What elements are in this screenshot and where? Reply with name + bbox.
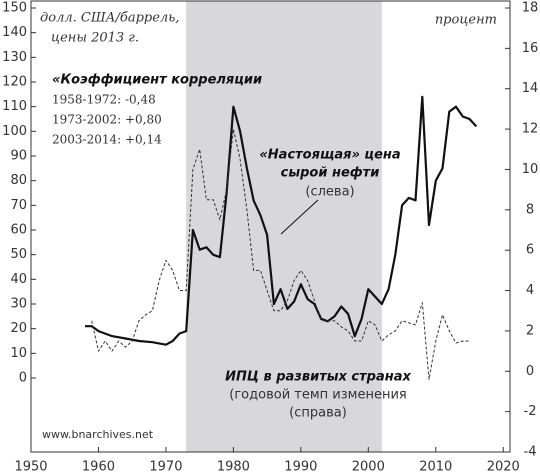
annotation: (справа) <box>289 406 347 421</box>
y2-tick-label: -4 <box>524 445 537 460</box>
oil-line <box>85 95 478 346</box>
annotation: «Настоящая» цена <box>259 148 400 163</box>
y-tick-label: 80 <box>10 173 27 188</box>
y-tick-label: 0 <box>19 371 27 386</box>
y2-tick-label: 14 <box>522 81 539 96</box>
x-tick-label: 1970 <box>149 460 182 475</box>
y2-tick-label: 8 <box>526 202 534 217</box>
x-tick-label: 1950 <box>14 460 47 475</box>
x-tick-label: 1990 <box>284 460 317 475</box>
y-tick-label: 150 <box>2 1 27 16</box>
y-tick-label: 90 <box>10 149 27 164</box>
annotation-title: «Коэффициент корреляции <box>52 73 262 88</box>
y-tick-label: 100 <box>2 124 27 139</box>
plot-frame <box>30 0 511 453</box>
background <box>30 0 511 453</box>
y-tick-label: 130 <box>2 50 27 65</box>
right-axis-label: процент <box>435 13 497 28</box>
annotation: сырой нефти <box>281 166 380 181</box>
annotation: 2003-2014: +0,14 <box>52 133 162 147</box>
y-tick-label: 110 <box>2 99 27 114</box>
y-tick-label: 40 <box>10 272 27 287</box>
x-tick-label: 2010 <box>419 460 452 475</box>
shaded-period <box>186 1 382 452</box>
y-tick-label: 140 <box>2 25 27 40</box>
y2-tick-label: 12 <box>522 122 539 137</box>
y2-tick-label: 2 <box>526 323 534 338</box>
left-axis-label: долл. США/баррель, <box>40 11 179 26</box>
y-tick-label: 50 <box>10 247 27 262</box>
y2-tick-label: 6 <box>526 243 534 258</box>
x-tick-label: 1980 <box>217 460 250 475</box>
annotation: ИПЦ в развитых странах <box>225 370 411 385</box>
x-tick-label: 2000 <box>352 460 385 475</box>
y-tick-label: 120 <box>2 75 27 90</box>
source: www.bnarchives.net <box>42 428 154 441</box>
y2-tick-label: -2 <box>524 404 537 419</box>
annotation: 1973-2002: +0,80 <box>52 113 162 127</box>
annotation: (слева) <box>305 185 354 200</box>
y-tick-label: 70 <box>10 198 27 213</box>
x-tick-label: 2020 <box>487 460 520 475</box>
y-tick-label: 60 <box>10 223 27 238</box>
annotation: 1958-1972: -0,48 <box>52 93 156 107</box>
y2-tick-label: 10 <box>522 162 539 177</box>
y2-tick-label: 0 <box>526 364 534 379</box>
x-tick-label: 1960 <box>82 460 115 475</box>
y-tick-label: 10 <box>10 346 27 361</box>
y2-tick-label: 16 <box>522 41 539 56</box>
pointer <box>280 199 319 235</box>
left-axis-label: цены 2013 г. <box>51 31 139 46</box>
annotation: (годовой темп изменения <box>229 388 406 403</box>
y2-tick-label: 4 <box>526 283 534 298</box>
y2-tick-label: 18 <box>522 1 539 16</box>
y-tick-label: 30 <box>10 297 27 312</box>
y-tick-label: 20 <box>10 321 27 336</box>
